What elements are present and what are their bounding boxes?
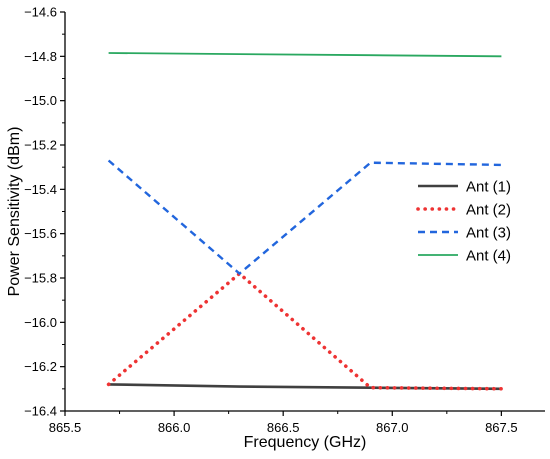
y-tick-label: −16.4: [24, 404, 57, 419]
y-tick-label: −16.2: [24, 359, 57, 374]
legend-label-ant-1: Ant (1): [466, 179, 511, 196]
y-tick-label: −15.8: [24, 271, 57, 286]
y-tick-label: −15.0: [24, 93, 57, 108]
x-tick-label: 866.0: [158, 420, 191, 435]
legend-label-ant-4: Ant (4): [466, 248, 511, 265]
y-axis-title: Power Sensitivity (dBm): [6, 127, 23, 297]
series-line-ant-2: [106, 271, 504, 391]
x-tick-label: 867.5: [485, 420, 518, 435]
series-line-ant-3: [107, 159, 502, 275]
x-tick-label: 867.0: [376, 420, 409, 435]
y-tick-label: −14.8: [24, 49, 57, 64]
y-tick-label: −14.6: [24, 5, 57, 20]
x-tick-label: 866.5: [267, 420, 300, 435]
y-tick-label: −15.2: [24, 138, 57, 153]
x-tick-label: 865.5: [49, 420, 82, 435]
axes-layer: 865.5 866.0 866.5 867.0 867.5 −14.6 −14.8 −15.0…: [24, 5, 545, 435]
y-tick-label: −16.0: [24, 315, 57, 330]
legend-label-ant-2: Ant (2): [466, 202, 511, 219]
y-tick-label: −15.6: [24, 226, 57, 241]
legend-label-ant-3: Ant (3): [466, 225, 511, 242]
series-layer: [106, 52, 504, 391]
y-tick-label: −15.4: [24, 182, 57, 197]
series-line-ant-4: [108, 52, 502, 58]
legend: Ant (1) Ant (2) Ant (3) Ant (4): [416, 179, 511, 265]
x-axis-title: Frequency (GHz): [244, 434, 367, 451]
